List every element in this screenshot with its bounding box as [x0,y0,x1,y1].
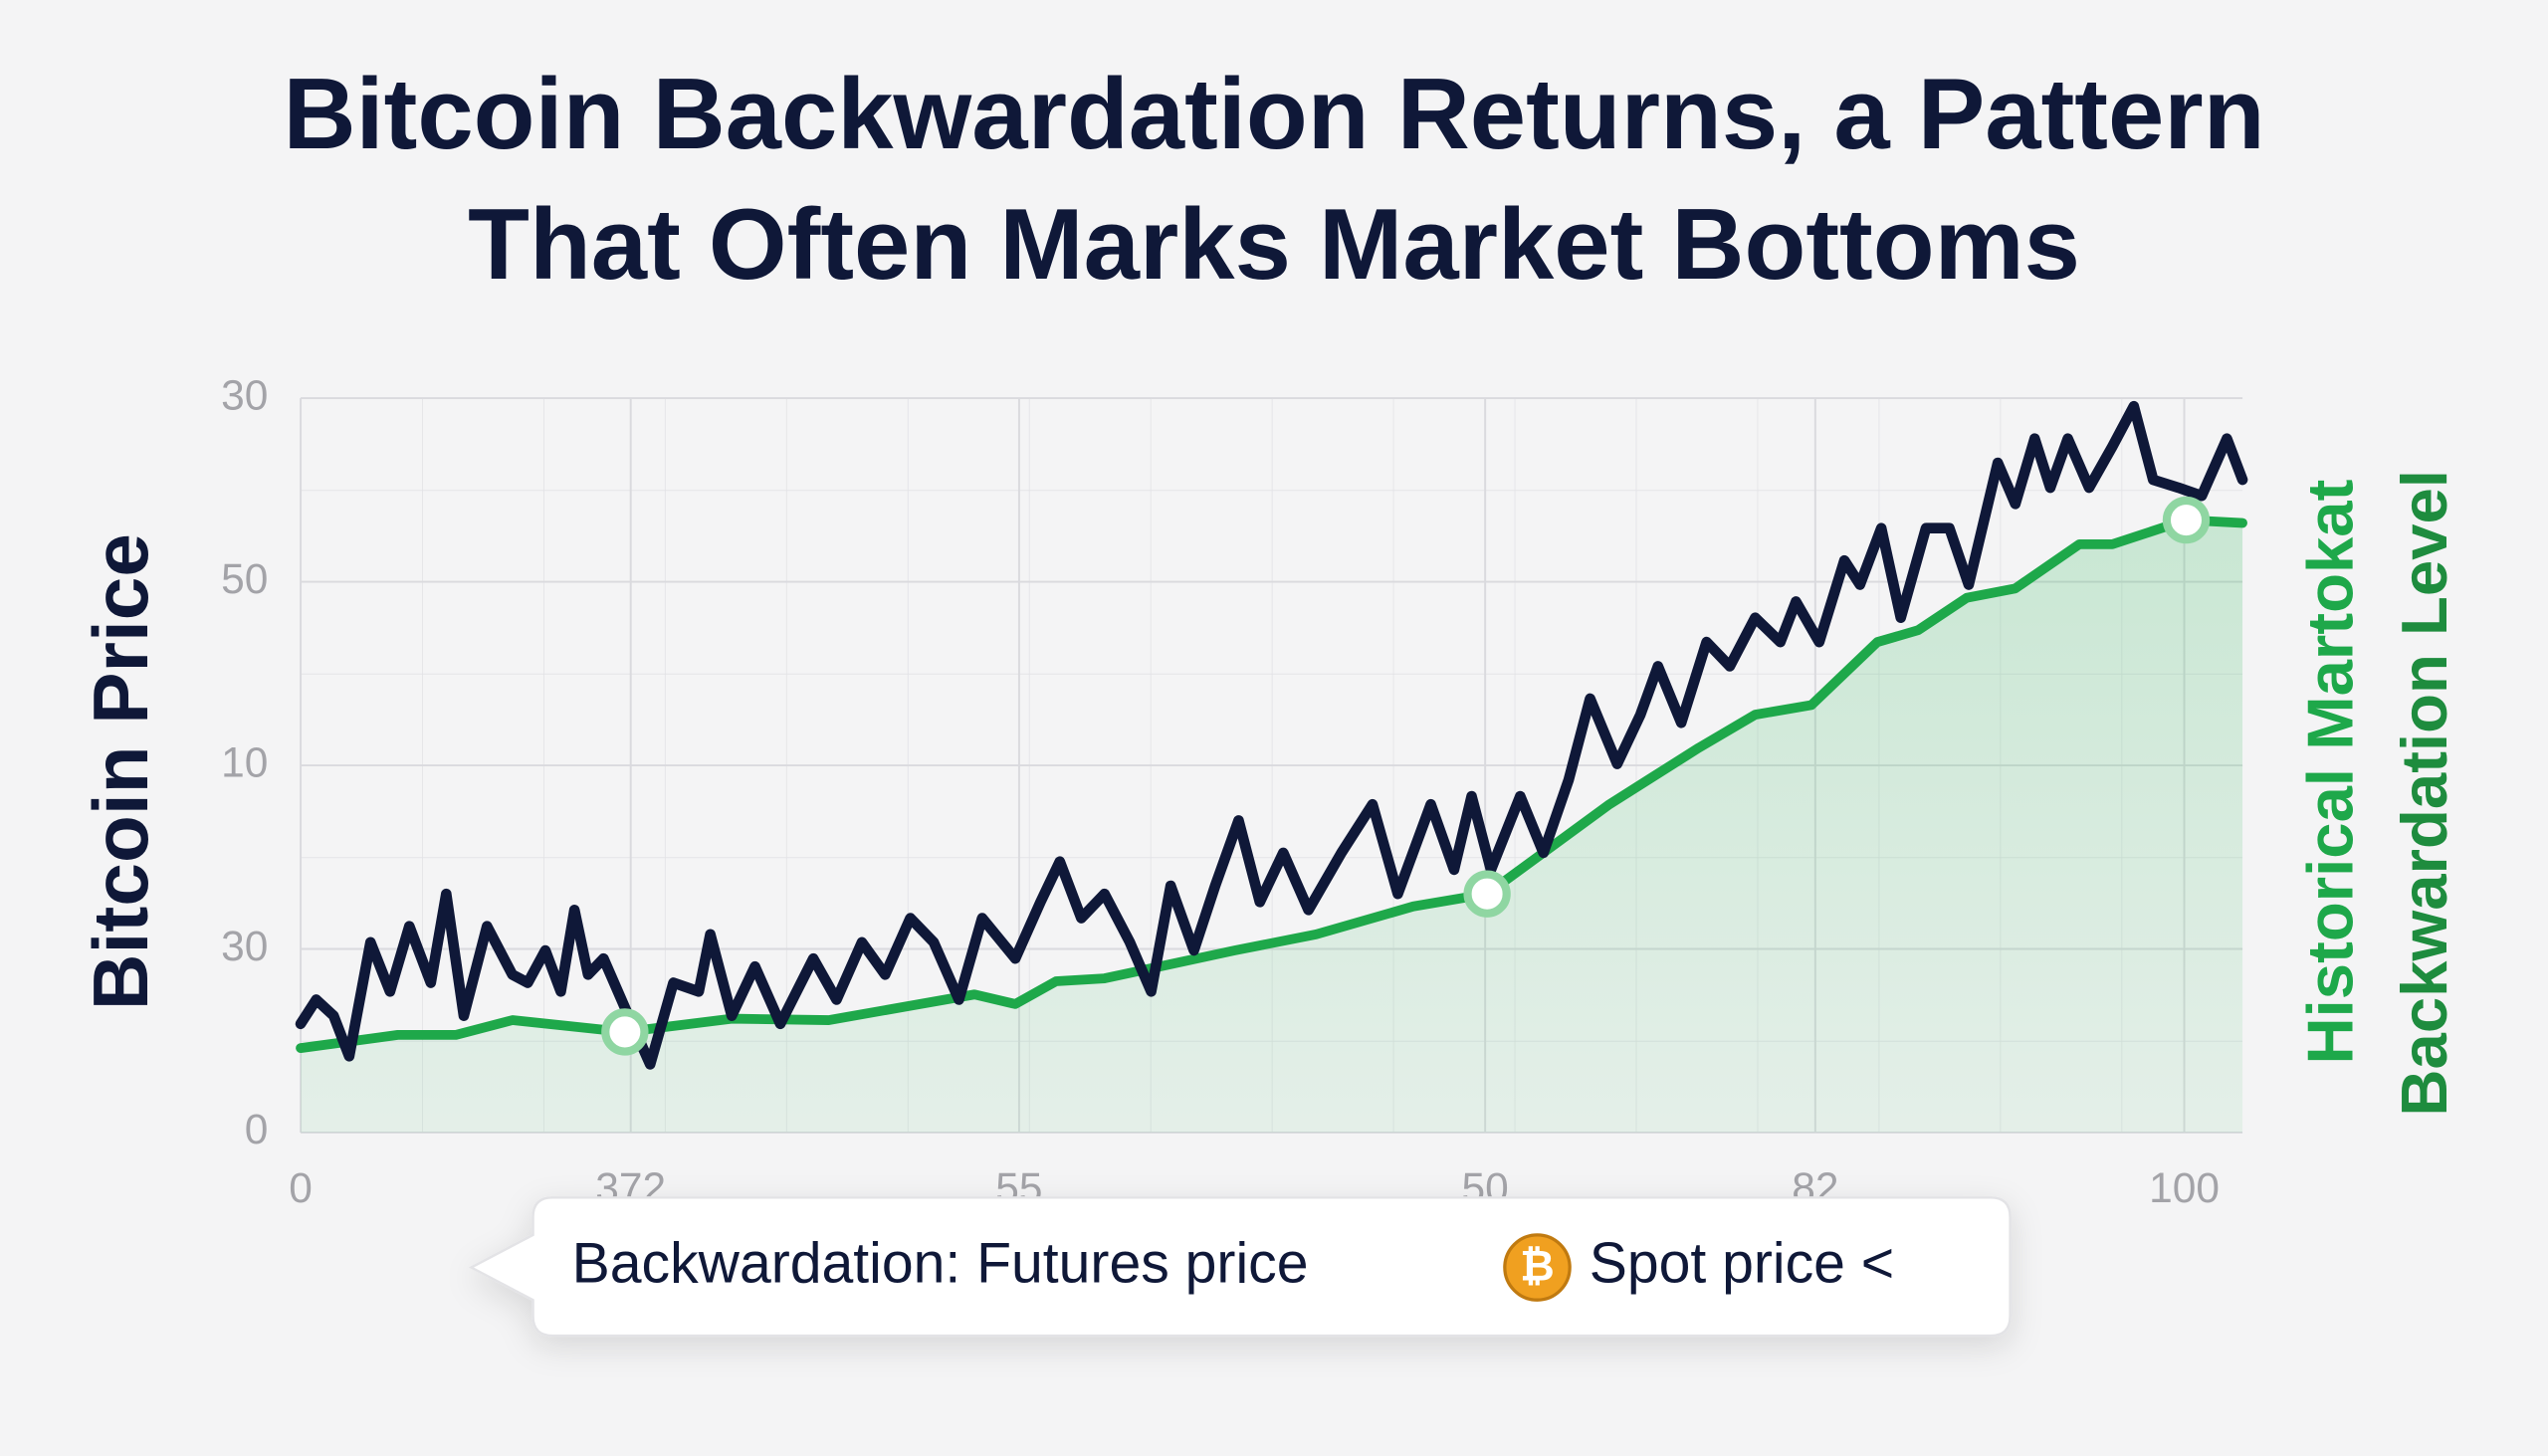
y-tick-label: 0 [245,1106,269,1152]
x-tick-label: 0 [289,1164,313,1211]
area [301,520,2243,1134]
line [295,400,2248,1070]
callout-text: Backwardation: Futures price [572,1232,1309,1296]
y2-axis-title: Backwardation Level [2388,470,2460,1117]
y-axis-title: Bitcoin Price [77,533,164,1010]
title-line: Bitcoin Backwardation Returns, a Pattern [283,58,2264,170]
callout [468,1196,2012,1338]
bitcoin-icon-symbol: ₿ [1520,1242,1555,1289]
callout-box [468,1196,2012,1338]
y-tick-label: 50 [221,555,268,602]
x-tick-label: 100 [2149,1164,2220,1211]
title-line: That Often Marks Market Bottoms [468,188,2080,301]
highlight-marker [601,1008,649,1056]
y-tick-label: 10 [221,738,268,785]
title: Bitcoin Backwardation Returns, a Pattern… [283,58,2264,301]
highlight-marker [2162,496,2211,544]
callout-text: Spot price < [1590,1232,1894,1296]
y-tick-label: 30 [221,923,268,969]
bitcoin-icon [1503,1233,1572,1302]
y-tick-label: 30 [221,371,268,418]
highlight-marker [1463,870,1511,918]
y2-axis-title: Historical Martokat [2293,480,2366,1065]
